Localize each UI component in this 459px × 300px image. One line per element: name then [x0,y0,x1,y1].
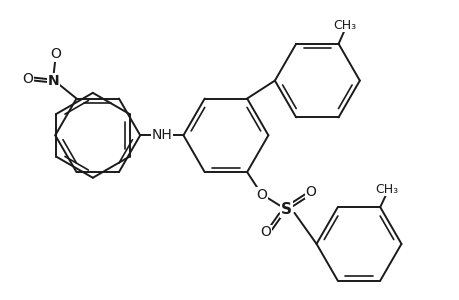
Text: O: O [22,72,33,86]
Text: O: O [305,185,316,199]
Text: O: O [260,226,271,239]
Text: N: N [48,74,59,88]
Text: O: O [50,47,61,61]
Text: CH₃: CH₃ [375,183,397,196]
Text: S: S [280,202,291,217]
Text: NH: NH [151,128,172,142]
Text: CH₃: CH₃ [333,19,356,32]
Text: O: O [256,188,267,202]
